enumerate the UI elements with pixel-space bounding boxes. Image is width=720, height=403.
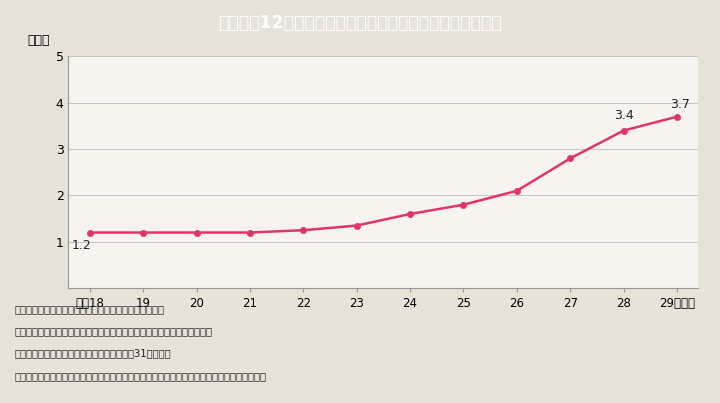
Text: ４．「役員」は，取締役，監査役，指名委員会等設置会社の代表執行役及び執行役。: ４．「役員」は，取締役，監査役，指名委員会等設置会社の代表執行役及び執行役。 [14,371,266,381]
Text: 3.7: 3.7 [670,98,690,111]
Text: ２．調査対象は，全上場企業（ジャスダック上場会社を含む）。: ２．調査対象は，全上場企業（ジャスダック上場会社を含む）。 [14,326,212,337]
Text: （備考）１．東洋経済新報社「役員四季報」より作成。: （備考）１．東洋経済新報社「役員四季報」より作成。 [14,304,164,314]
Text: Ｉ－２－12図　上場企業の役員に占める女性の割合の推移: Ｉ－２－12図 上場企業の役員に占める女性の割合の推移 [218,14,502,32]
Text: 3.4: 3.4 [613,109,634,122]
Text: （％）: （％） [27,34,50,47]
Text: 1.2: 1.2 [72,239,91,253]
Text: ３．調査時点は原則として各年７月31日現在。: ３．調査時点は原則として各年７月31日現在。 [14,349,171,359]
